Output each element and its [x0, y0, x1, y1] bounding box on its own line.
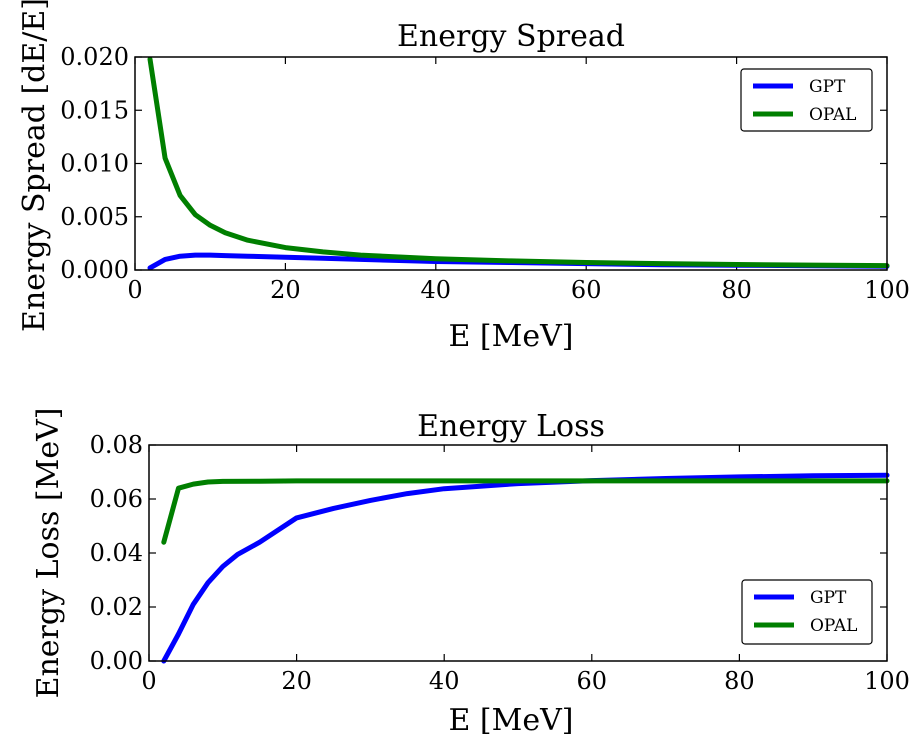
y-tick-label: 0.000	[60, 256, 129, 284]
x-tick-label: 60	[577, 667, 608, 695]
energy-loss-chart: Energy Loss E [MeV] Energy Loss [MeV] 0 2…	[31, 408, 910, 738]
series-lines	[147, 56, 890, 271]
y-ticks: 0.00 0.02 0.04 0.06 0.08	[90, 431, 887, 675]
x-tick-label: 100	[864, 667, 910, 695]
legend: GPT OPAL	[740, 68, 873, 132]
plot-frame	[134, 56, 888, 271]
energy-spread-chart: Energy Spread E [MeV] Energy Spread [dE/…	[17, 0, 910, 354]
x-axis-label: E [MeV]	[449, 319, 574, 354]
x-tick-label: 0	[127, 276, 142, 304]
y-axis-label: Energy Spread [dE/E]	[17, 0, 52, 332]
y-tick-label: 0.010	[60, 150, 129, 178]
y-axis-label: Energy Loss [MeV]	[31, 408, 66, 699]
y-tick-label: 0.005	[60, 203, 129, 231]
series-line-opal	[147, 56, 890, 269]
y-tick-label: 0.04	[90, 539, 143, 567]
legend-label: GPT	[810, 588, 847, 608]
x-tick-label: 80	[721, 276, 752, 304]
x-axis-label: E [MeV]	[449, 703, 574, 738]
y-tick-label: 0.02	[90, 593, 143, 621]
chart-title: Energy Loss	[417, 409, 605, 444]
plot-frame	[148, 444, 888, 662]
y-tick-label: 0.08	[90, 431, 143, 459]
x-ticks: 0 20 40 60 80 100	[141, 445, 910, 695]
x-tick-label: 40	[421, 276, 452, 304]
x-ticks: 0 20 40 60 80 100	[127, 57, 910, 304]
x-tick-label: 40	[429, 667, 460, 695]
x-tick-label: 20	[270, 276, 301, 304]
legend-label: OPAL	[810, 616, 857, 636]
chart-title: Energy Spread	[397, 19, 625, 54]
legend-label: OPAL	[809, 105, 856, 125]
y-tick-label: 0.00	[90, 647, 143, 675]
x-tick-label: 0	[141, 667, 156, 695]
series-lines	[161, 472, 890, 664]
legend-label: GPT	[809, 77, 846, 97]
series-line-opal	[161, 478, 890, 545]
y-tick-label: 0.020	[60, 43, 129, 71]
x-tick-label: 20	[281, 667, 312, 695]
x-tick-label: 100	[864, 276, 910, 304]
x-tick-label: 80	[724, 667, 755, 695]
x-tick-label: 60	[571, 276, 602, 304]
legend: GPT OPAL	[741, 579, 873, 645]
series-line-gpt	[161, 472, 890, 664]
y-tick-label: 0.015	[60, 96, 129, 124]
y-tick-label: 0.06	[90, 485, 143, 513]
y-ticks: 0.000 0.005 0.010 0.015 0.020	[60, 43, 887, 284]
